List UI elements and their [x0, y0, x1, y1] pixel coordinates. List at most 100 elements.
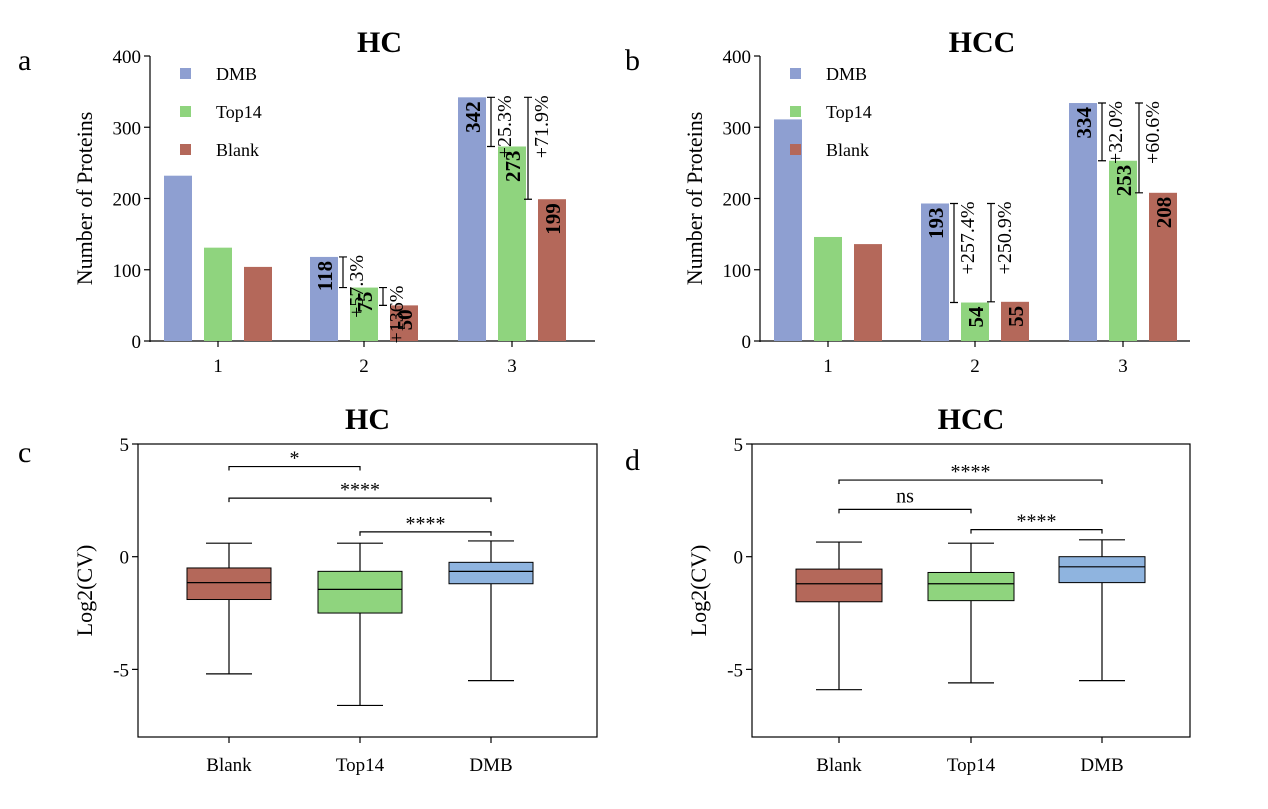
y-tick-label: 0	[120, 548, 130, 569]
x-tick-label: 3	[507, 356, 517, 377]
bar-blank	[1001, 301, 1029, 341]
y-tick-label: 100	[113, 261, 142, 282]
legend-label: Blank	[826, 140, 869, 160]
bar-value-label: 54	[964, 306, 988, 328]
panel-letter: a	[18, 44, 31, 77]
significance-label: ****	[951, 461, 991, 483]
x-tick-label: 1	[213, 356, 223, 377]
significance-bracket	[838, 508, 972, 514]
comparison-bracket	[950, 202, 958, 304]
bar-value-label: 193	[924, 207, 948, 239]
chart-title: HCC	[949, 26, 1016, 59]
bar-value-label: 342	[461, 101, 485, 133]
x-tick-label: 2	[359, 356, 369, 377]
box-dmb	[448, 561, 534, 585]
panel-letter: d	[625, 444, 640, 477]
legend-swatch	[180, 68, 191, 79]
bar-dmb	[1069, 103, 1097, 342]
x-tick-label: DMB	[1080, 755, 1123, 776]
box-chart-d: d HCC 5 0 -5 Log2(CV) Blank Top14 DMB **** ns ****	[625, 403, 1191, 776]
chart-title: HC	[345, 403, 390, 436]
x-tick-label: Blank	[816, 755, 862, 776]
significance-bracket	[228, 497, 492, 503]
bar-top14	[498, 146, 526, 341]
significance-label: ****	[340, 479, 380, 501]
y-tick-label: 300	[113, 118, 142, 139]
bar-top14	[961, 302, 989, 341]
significance-label: ****	[1017, 511, 1057, 533]
bar-value-label: 50	[393, 309, 417, 330]
y-axis-label: Number of Proteins	[72, 112, 97, 286]
y-axis-label: Log2(CV)	[686, 545, 711, 637]
box-blank	[186, 567, 272, 601]
legend-label: DMB	[826, 64, 867, 84]
bar-value-label: 208	[1152, 197, 1176, 229]
legend-label: Top14	[216, 102, 262, 122]
chart-title: HC	[357, 26, 402, 59]
bar-top14	[204, 247, 232, 341]
comparison-bracket	[1135, 102, 1143, 194]
y-tick-label: 0	[734, 548, 744, 569]
bar-value-label: 118	[313, 261, 337, 291]
y-tick-label: 0	[742, 332, 752, 353]
x-tick-label: 2	[970, 356, 980, 377]
bar-value-label: 199	[541, 203, 565, 235]
bar-blank	[244, 266, 272, 341]
comparison-bracket	[339, 256, 347, 289]
box-dmb	[1058, 556, 1146, 584]
significance-bracket	[838, 479, 1103, 485]
bar-chart-a: a HC 0 100 200 300 400 1 2 3 Number of Proteins DMB…	[18, 26, 595, 377]
x-tick-label: Blank	[206, 755, 252, 776]
chart-title: HCC	[938, 403, 1005, 436]
significance-label: ns	[896, 485, 914, 507]
plot-frame	[137, 443, 598, 738]
y-tick-label: 200	[723, 190, 752, 211]
bar-top14	[814, 236, 842, 341]
x-tick-label: 3	[1118, 356, 1128, 377]
comparison-label: +250.9%	[994, 201, 1016, 274]
bar-blank	[538, 199, 566, 341]
legend-swatch	[790, 68, 801, 79]
comparison-label: +257.4%	[957, 201, 979, 274]
y-axis-label: Number of Proteins	[682, 112, 707, 286]
panel-letter: c	[18, 436, 31, 469]
y-tick-label: -5	[727, 660, 743, 681]
box-top14	[317, 570, 403, 614]
comparison-label: +32.0%	[1105, 101, 1127, 164]
y-tick-label: 5	[734, 435, 744, 456]
comparison-bracket	[379, 286, 387, 306]
y-tick-label: 400	[113, 47, 142, 68]
y-tick-label: 100	[723, 261, 752, 282]
significance-label: ****	[406, 513, 446, 535]
comparison-bracket	[1098, 102, 1106, 162]
legend-swatch	[180, 106, 191, 117]
comparison-bracket	[987, 202, 995, 303]
y-tick-label: 200	[113, 190, 142, 211]
comparison-label: +136%	[386, 286, 408, 344]
bar-top14	[1109, 160, 1137, 341]
significance-bracket	[228, 465, 361, 471]
y-tick-label: -5	[113, 660, 129, 681]
bar-value-label: 253	[1112, 165, 1136, 197]
comparison-label: +25.3%	[494, 95, 516, 158]
y-tick-label: 300	[723, 118, 752, 139]
y-tick-label: 5	[120, 435, 130, 456]
x-tick-label: Top14	[336, 755, 385, 776]
bar-dmb	[921, 203, 949, 341]
x-tick-label: 1	[823, 356, 833, 377]
bar-value-label: 75	[353, 292, 377, 313]
comparison-bracket	[487, 96, 495, 148]
bar-dmb	[164, 175, 192, 341]
bar-chart-b: b HCC 0 100 200 300 400 1 2 3 Number of Proteins DM…	[625, 26, 1190, 377]
x-tick-label: DMB	[469, 755, 512, 776]
y-axis-label: Log2(CV)	[72, 545, 97, 637]
comparison-label: +71.9%	[531, 95, 553, 158]
y-tick-label: 0	[132, 332, 142, 353]
significance-bracket	[970, 529, 1103, 534]
bar-value-label: 55	[1004, 306, 1028, 327]
bar-value-label: 273	[501, 150, 525, 182]
bar-dmb	[774, 119, 802, 341]
bar-value-label: 334	[1072, 107, 1096, 139]
